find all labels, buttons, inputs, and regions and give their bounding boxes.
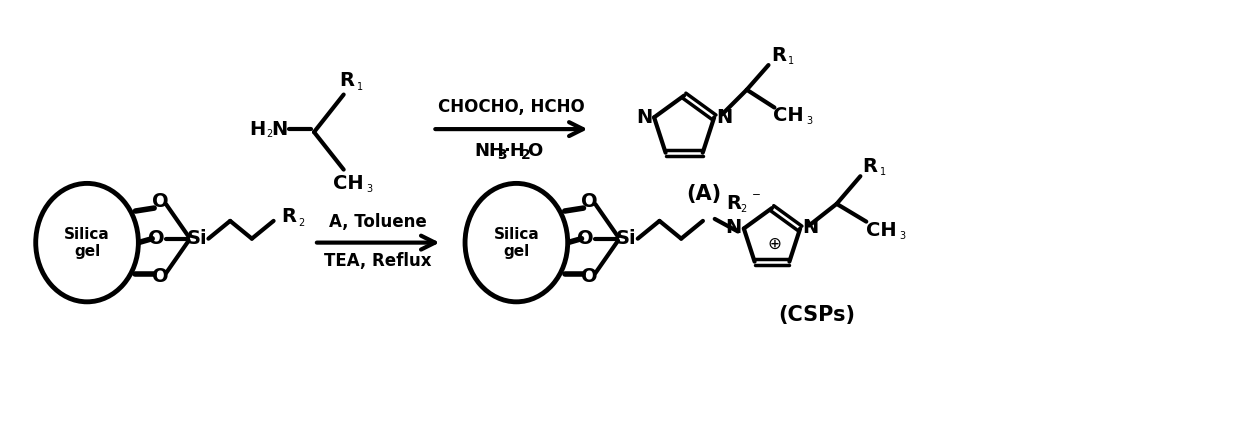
Text: (A): (A) bbox=[686, 184, 722, 204]
Text: Silica: Silica bbox=[494, 227, 539, 242]
Text: $\oplus$: $\oplus$ bbox=[766, 235, 781, 253]
Text: A, Toluene: A, Toluene bbox=[330, 213, 427, 231]
Text: R: R bbox=[281, 207, 296, 227]
Text: $_2$: $_2$ bbox=[740, 201, 748, 215]
Text: O: O bbox=[527, 142, 542, 160]
Text: ·H: ·H bbox=[503, 142, 526, 160]
Text: CHOCHO, HCHO: CHOCHO, HCHO bbox=[438, 98, 585, 116]
Text: O: O bbox=[151, 192, 169, 210]
Text: $_2$: $_2$ bbox=[298, 215, 305, 229]
Text: O: O bbox=[582, 192, 598, 210]
Ellipse shape bbox=[36, 183, 139, 302]
Text: 2: 2 bbox=[521, 148, 531, 162]
Text: $_2$: $_2$ bbox=[265, 126, 273, 140]
Ellipse shape bbox=[465, 183, 568, 302]
Text: R: R bbox=[771, 46, 786, 65]
Text: O: O bbox=[148, 229, 165, 248]
Text: H: H bbox=[249, 120, 265, 138]
Text: $_1$: $_1$ bbox=[787, 53, 795, 67]
Text: $_3$: $_3$ bbox=[899, 228, 906, 242]
Text: gel: gel bbox=[503, 244, 529, 259]
Text: N: N bbox=[725, 218, 742, 237]
Text: Si: Si bbox=[615, 229, 636, 248]
Text: CH: CH bbox=[334, 174, 363, 193]
Text: N: N bbox=[802, 218, 818, 237]
Text: $_3$: $_3$ bbox=[366, 181, 373, 196]
Text: NH: NH bbox=[474, 142, 503, 160]
Text: N: N bbox=[715, 108, 732, 127]
Text: R: R bbox=[863, 157, 878, 176]
Text: gel: gel bbox=[74, 244, 100, 259]
Text: 3: 3 bbox=[497, 148, 507, 162]
Text: O: O bbox=[582, 267, 598, 286]
Text: (CSPs): (CSPs) bbox=[777, 305, 854, 325]
Text: $_1$: $_1$ bbox=[356, 79, 363, 93]
Text: O: O bbox=[577, 229, 594, 248]
Text: $_1$: $_1$ bbox=[879, 164, 887, 178]
Text: Silica: Silica bbox=[64, 227, 110, 242]
Text: O: O bbox=[151, 267, 169, 286]
Text: CH: CH bbox=[773, 106, 804, 125]
Text: CH: CH bbox=[866, 221, 897, 240]
Text: $_3$: $_3$ bbox=[806, 113, 813, 127]
Text: TEA, Reflux: TEA, Reflux bbox=[325, 252, 432, 271]
Text: $^-$: $^-$ bbox=[749, 191, 761, 207]
Text: Si: Si bbox=[186, 229, 207, 248]
Text: R: R bbox=[727, 194, 742, 213]
Text: N: N bbox=[636, 108, 652, 127]
Text: R: R bbox=[339, 71, 355, 90]
Text: N: N bbox=[272, 120, 288, 138]
